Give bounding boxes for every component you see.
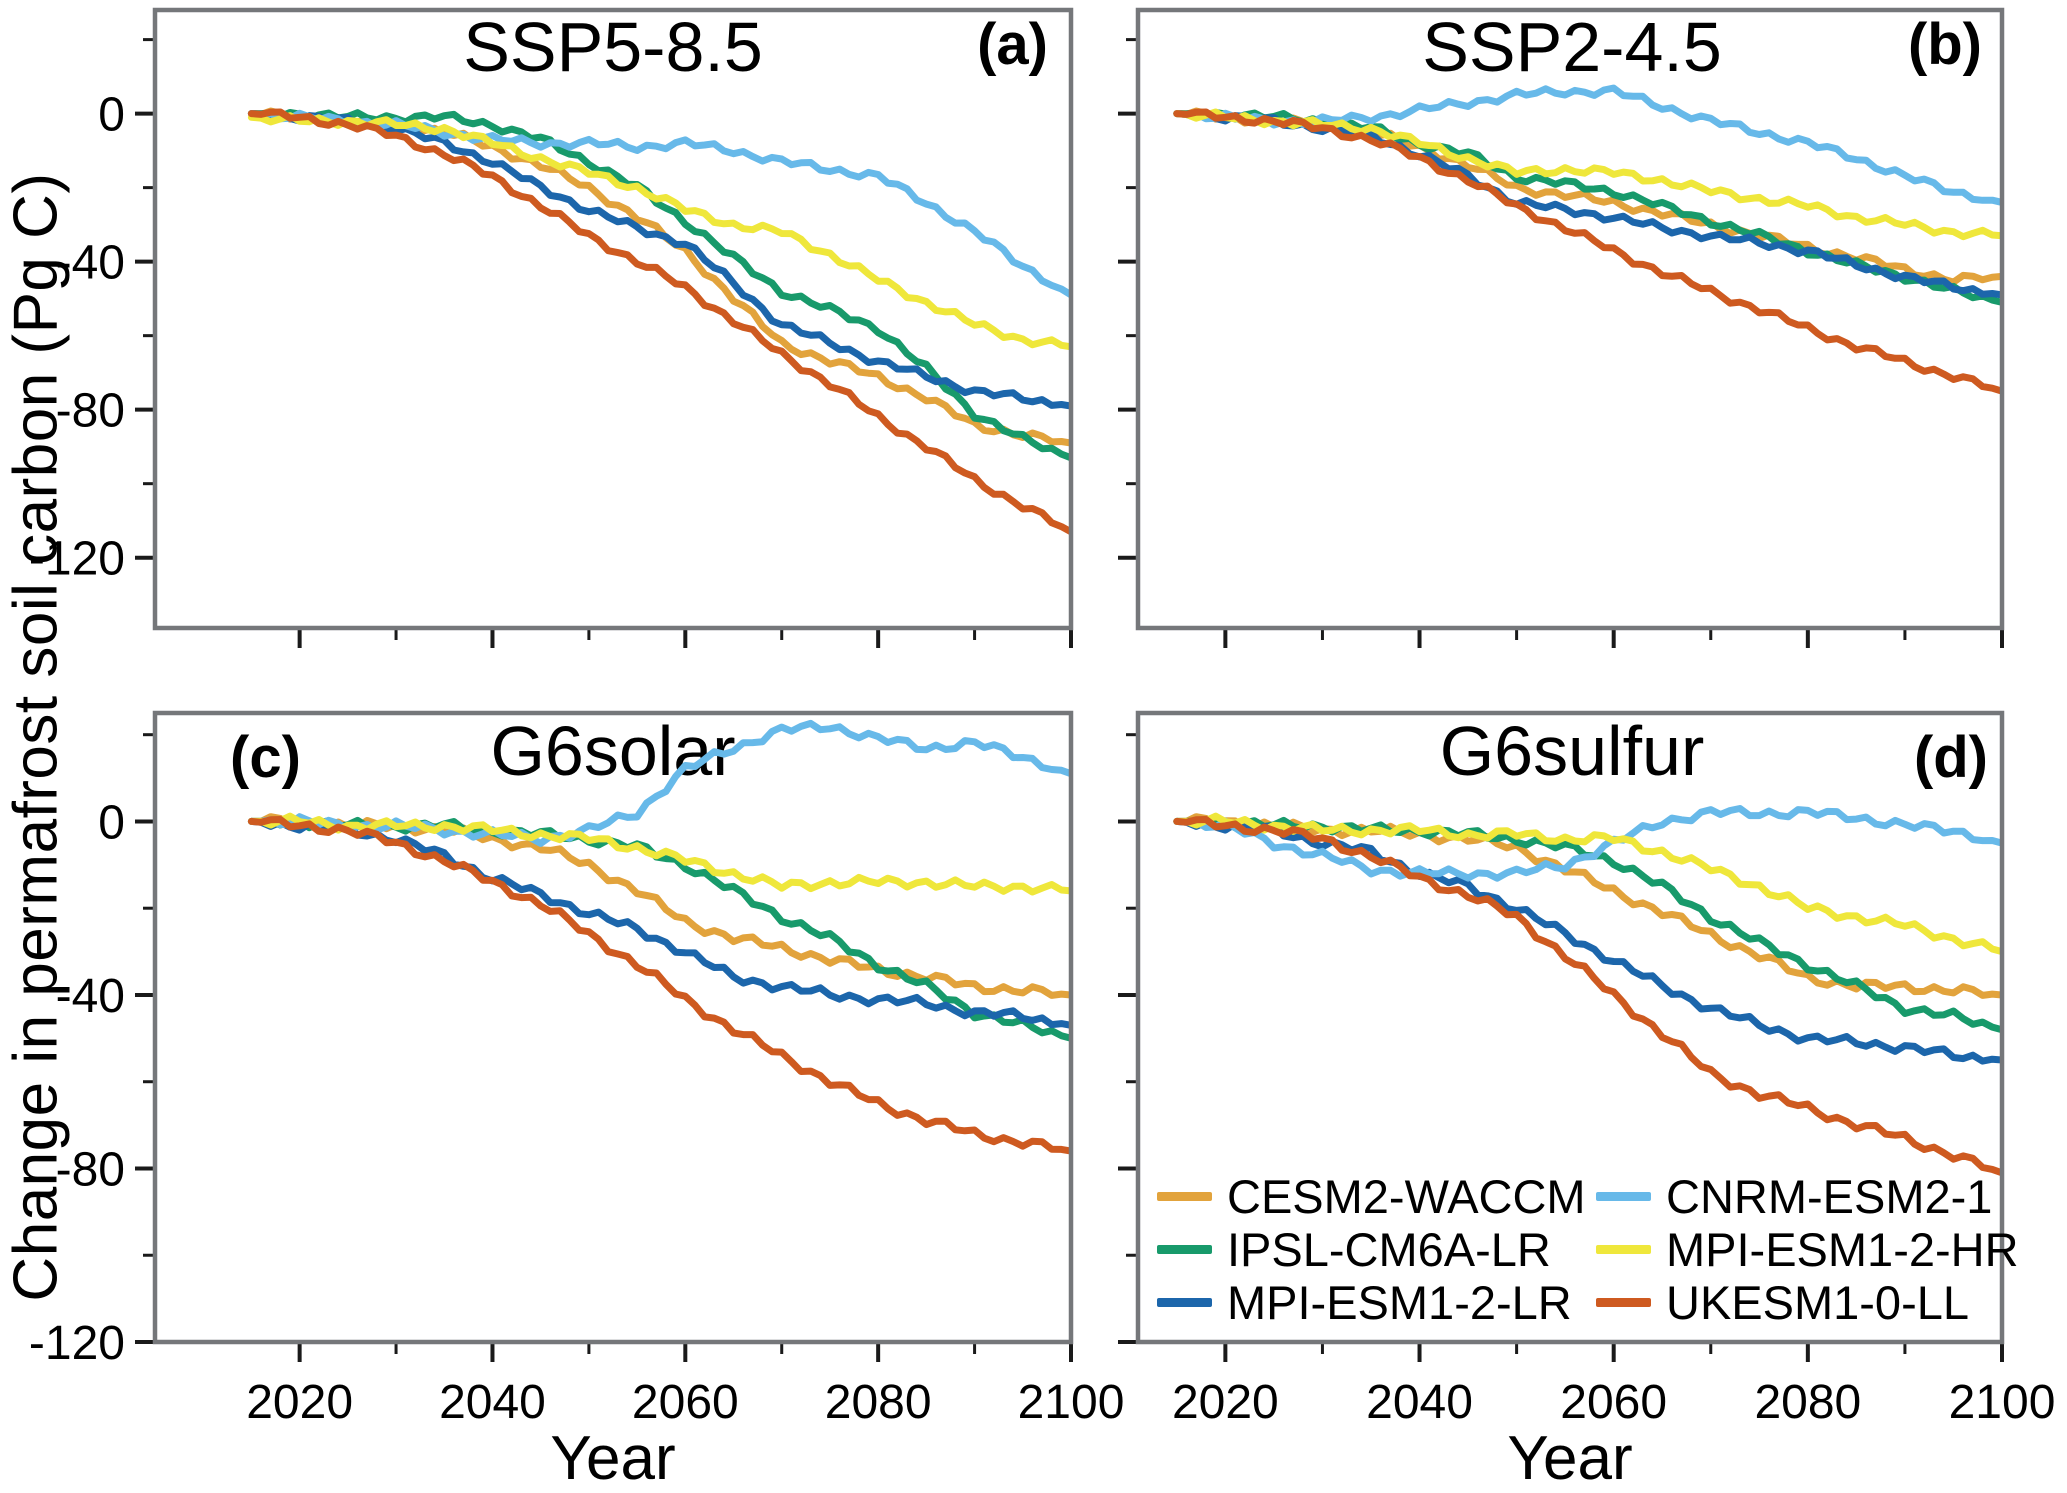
svg-text:2020: 2020 [246, 1376, 353, 1429]
svg-text:2020: 2020 [1172, 1376, 1279, 1429]
legend-label: IPSL-CM6A-LR [1227, 1223, 1551, 1276]
svg-text:-80: -80 [56, 1143, 125, 1196]
panel-a-title: SSP5-8.5 [463, 8, 763, 86]
legend-column-1: CESM2-WACCM IPSL-CM6A-LR MPI-ESM1-2-LR [1157, 1170, 1586, 1329]
panel-b-title: SSP2-4.5 [1422, 8, 1722, 86]
legend-swatch-ipsl-cm6a-lr [1157, 1245, 1212, 1254]
legend-label: MPI-ESM1-2-HR [1666, 1223, 2019, 1276]
legend-item: MPI-ESM1-2-LR [1157, 1276, 1586, 1329]
panel-c-corner-label: (c) [230, 725, 301, 790]
svg-text:-40: -40 [56, 237, 125, 290]
panel-c-title: G6solar [490, 712, 736, 790]
panel-d-corner-label: (d) [1913, 725, 1988, 790]
panel-c-plot: 0 -40 -80 -120 2020 2040 2060 2080 2100 [29, 710, 1124, 1429]
legend-item: IPSL-CM6A-LR [1157, 1223, 1586, 1276]
legend-item: CNRM-ESM2-1 [1596, 1170, 2019, 1223]
svg-text:2080: 2080 [825, 1376, 932, 1429]
svg-text:0: 0 [98, 796, 125, 849]
legend-label: CESM2-WACCM [1227, 1170, 1586, 1223]
svg-text:-40: -40 [56, 970, 125, 1023]
panel-b-corner-label: (b) [1907, 12, 1982, 77]
svg-text:-120: -120 [29, 1317, 125, 1370]
legend-item: MPI-ESM1-2-HR [1596, 1223, 2019, 1276]
svg-text:2100: 2100 [1018, 1376, 1125, 1429]
svg-text:0: 0 [98, 89, 125, 142]
panel-b-plot [1118, 7, 2005, 648]
x-axis-label-right: Year [1507, 1424, 1633, 1493]
svg-text:-120: -120 [29, 533, 125, 586]
svg-text:2060: 2060 [1560, 1376, 1667, 1429]
legend-item: UKESM1-0-LL [1596, 1276, 2019, 1329]
legend-item: CESM2-WACCM [1157, 1170, 1586, 1223]
svg-text:2080: 2080 [1754, 1376, 1861, 1429]
svg-text:2100: 2100 [1949, 1376, 2056, 1429]
svg-text:2040: 2040 [1366, 1376, 1473, 1429]
panel-a-plot: 0 -40 -80 -120 [29, 7, 1074, 648]
legend-swatch-mpi-esm1-2-hr [1596, 1245, 1651, 1254]
panel-a-corner-label: (a) [977, 12, 1048, 77]
svg-text:2060: 2060 [632, 1376, 739, 1429]
legend-label: MPI-ESM1-2-LR [1227, 1276, 1572, 1329]
svg-text:2040: 2040 [439, 1376, 546, 1429]
x-axis-label-left: Year [550, 1424, 676, 1493]
legend-swatch-cesm2-waccm [1157, 1192, 1212, 1201]
legend-column-2: CNRM-ESM2-1 MPI-ESM1-2-HR UKESM1-0-LL [1596, 1170, 2019, 1329]
legend-label: UKESM1-0-LL [1666, 1276, 1969, 1329]
legend-swatch-mpi-esm1-2-lr [1157, 1298, 1212, 1307]
legend-swatch-cnrm-esm2-1 [1596, 1192, 1651, 1201]
svg-text:-80: -80 [56, 385, 125, 438]
panel-d-plot: 2020 2040 2060 2080 2100 [1118, 710, 2055, 1429]
panel-d-title: G6sulfur [1439, 712, 1705, 790]
legend-swatch-ukesm1-0-ll [1596, 1298, 1651, 1307]
legend-label: CNRM-ESM2-1 [1666, 1170, 1993, 1223]
